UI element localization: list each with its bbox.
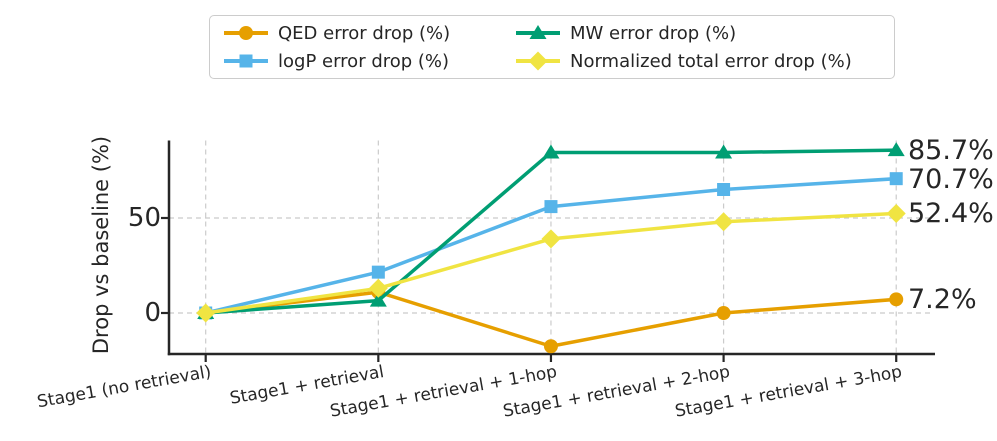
series-marker-normalized-total-error-drop: [541, 229, 561, 249]
legend-item-normalized-total-error-drop: Normalized total error drop (%): [515, 51, 884, 72]
series-marker-logp-error-drop: [544, 200, 558, 214]
y-axis-title: Drop vs baseline (%): [89, 135, 113, 355]
series-marker-qed-error-drop: [716, 306, 731, 320]
series-marker-mw-error-drop: [369, 292, 387, 307]
triangle-line-legend-icon: [516, 25, 560, 39]
series-marker-qed-error-drop: [543, 339, 558, 354]
circle-line-legend-icon: [224, 26, 268, 40]
series-marker-normalized-total-error-drop: [368, 278, 388, 298]
y-tick-label: 0: [144, 298, 161, 328]
series-marker-normalized-total-error-drop: [196, 303, 216, 323]
legend-marker-circle: [239, 26, 253, 40]
diamond-line-legend-icon: [516, 51, 560, 71]
legend-marker-square: [239, 54, 253, 68]
legend-label: logP error drop (%): [278, 50, 450, 72]
series-marker-normalized-total-error-drop: [714, 212, 734, 232]
legend-box: QED error drop (%) logP error drop (%) MW …: [209, 15, 895, 79]
legend-marker-triangle: [529, 25, 547, 39]
series-marker-logp-error-drop: [889, 172, 903, 186]
legend-item-logp-error-drop: logP error drop (%): [223, 51, 515, 72]
legend-label: QED error drop (%): [278, 22, 451, 44]
end-label-qed-error-drop: 7.2%: [908, 284, 977, 316]
legend-label: MW error drop (%): [570, 22, 737, 44]
y-tick-label: 50: [127, 203, 161, 233]
legend-item-qed-error-drop: QED error drop (%): [223, 23, 515, 44]
legend-marker-diamond: [528, 51, 548, 71]
end-label-normalized-total-error-drop: 52.4%: [908, 198, 994, 230]
series-marker-qed-error-drop: [889, 292, 904, 307]
end-label-mw-error-drop: 85.7%: [908, 135, 994, 167]
end-label-logp-error-drop: 70.7%: [908, 163, 994, 195]
legend-label: Normalized total error drop (%): [570, 50, 852, 72]
series-marker-logp-error-drop: [371, 265, 385, 279]
series-marker-normalized-total-error-drop: [886, 203, 906, 223]
series-marker-mw-error-drop: [542, 144, 560, 159]
series-marker-mw-error-drop: [715, 144, 733, 159]
legend-item-mw-error-drop: MW error drop (%): [515, 23, 884, 44]
series-marker-mw-error-drop: [887, 142, 905, 157]
series-line-qed-error-drop: [203, 290, 898, 348]
series-marker-logp-error-drop: [717, 183, 731, 196]
square-line-legend-icon: [224, 54, 268, 68]
